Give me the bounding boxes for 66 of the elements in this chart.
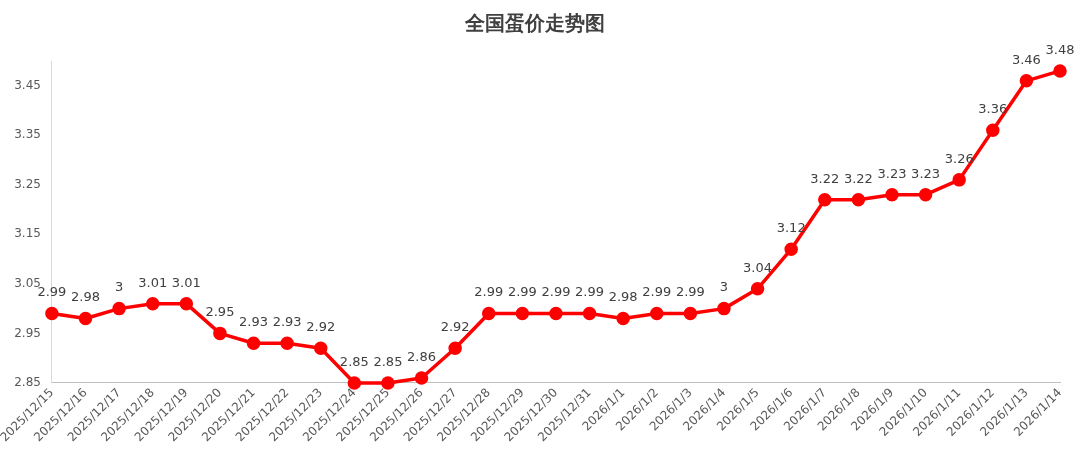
data-label: 2.93 [239, 314, 268, 330]
point [683, 306, 698, 321]
point [750, 282, 765, 296]
data-label: 2.93 [272, 314, 302, 330]
point [145, 296, 160, 311]
data-label: 3 [114, 279, 124, 295]
point [45, 306, 59, 321]
point [1019, 74, 1034, 88]
y-tick-label: 2.95 [14, 325, 41, 340]
y-tick-label: 3.15 [14, 226, 41, 241]
data-label: 2.98 [71, 289, 100, 305]
data-label: 3.22 [810, 170, 840, 186]
y-tick-label: 3.25 [14, 176, 41, 191]
y-tick-label: 3.45 [14, 77, 41, 92]
data-label: 3.04 [743, 259, 773, 275]
data-label: 2.86 [407, 348, 437, 364]
point [582, 306, 597, 321]
point [246, 336, 261, 351]
point [986, 123, 1000, 138]
point [213, 326, 227, 341]
point [717, 301, 731, 316]
data-label: 2.99 [507, 284, 537, 300]
chart-title: 全国蛋价走势图 [464, 11, 605, 36]
data-label: 2.92 [440, 319, 470, 335]
point [918, 187, 933, 202]
point [78, 311, 93, 326]
data-label: 3 [719, 279, 729, 295]
point [313, 341, 328, 355]
point [414, 371, 429, 385]
data-label: 3.26 [944, 150, 974, 166]
data-label: 2.99 [541, 284, 571, 300]
point [616, 311, 630, 326]
data-label: 3.36 [978, 101, 1008, 117]
point [112, 301, 126, 316]
point [448, 341, 462, 355]
point [1053, 64, 1067, 78]
point [179, 296, 194, 311]
point [818, 192, 832, 207]
data-label: 3.23 [877, 165, 907, 181]
data-label: 3.01 [171, 274, 201, 290]
data-label: 3.01 [138, 274, 168, 290]
point [784, 242, 798, 256]
point [885, 187, 899, 202]
data-label: 2.98 [608, 289, 638, 305]
point [549, 306, 563, 321]
y-tick-label: 2.85 [14, 375, 41, 390]
data-label: 2.99 [642, 284, 672, 300]
point [952, 173, 966, 187]
data-label: 2.85 [373, 353, 403, 369]
data-label: 3.22 [843, 170, 873, 186]
point [650, 306, 664, 321]
data-label: 2.99 [675, 284, 705, 300]
data-label: 3.48 [1045, 41, 1075, 57]
data-label: 2.92 [306, 319, 336, 335]
y-tick-label: 3.35 [14, 127, 41, 142]
data-label: 2.95 [205, 304, 235, 320]
data-label: 3.23 [911, 165, 941, 181]
point [851, 192, 866, 207]
data-label: 3.12 [776, 220, 806, 236]
data-label: 2.85 [339, 353, 369, 369]
data-label: 2.99 [575, 284, 605, 300]
point [515, 306, 530, 321]
point [280, 336, 294, 351]
data-label: 3.46 [1011, 51, 1041, 67]
point [482, 306, 496, 321]
data-label: 2.99 [474, 284, 504, 300]
